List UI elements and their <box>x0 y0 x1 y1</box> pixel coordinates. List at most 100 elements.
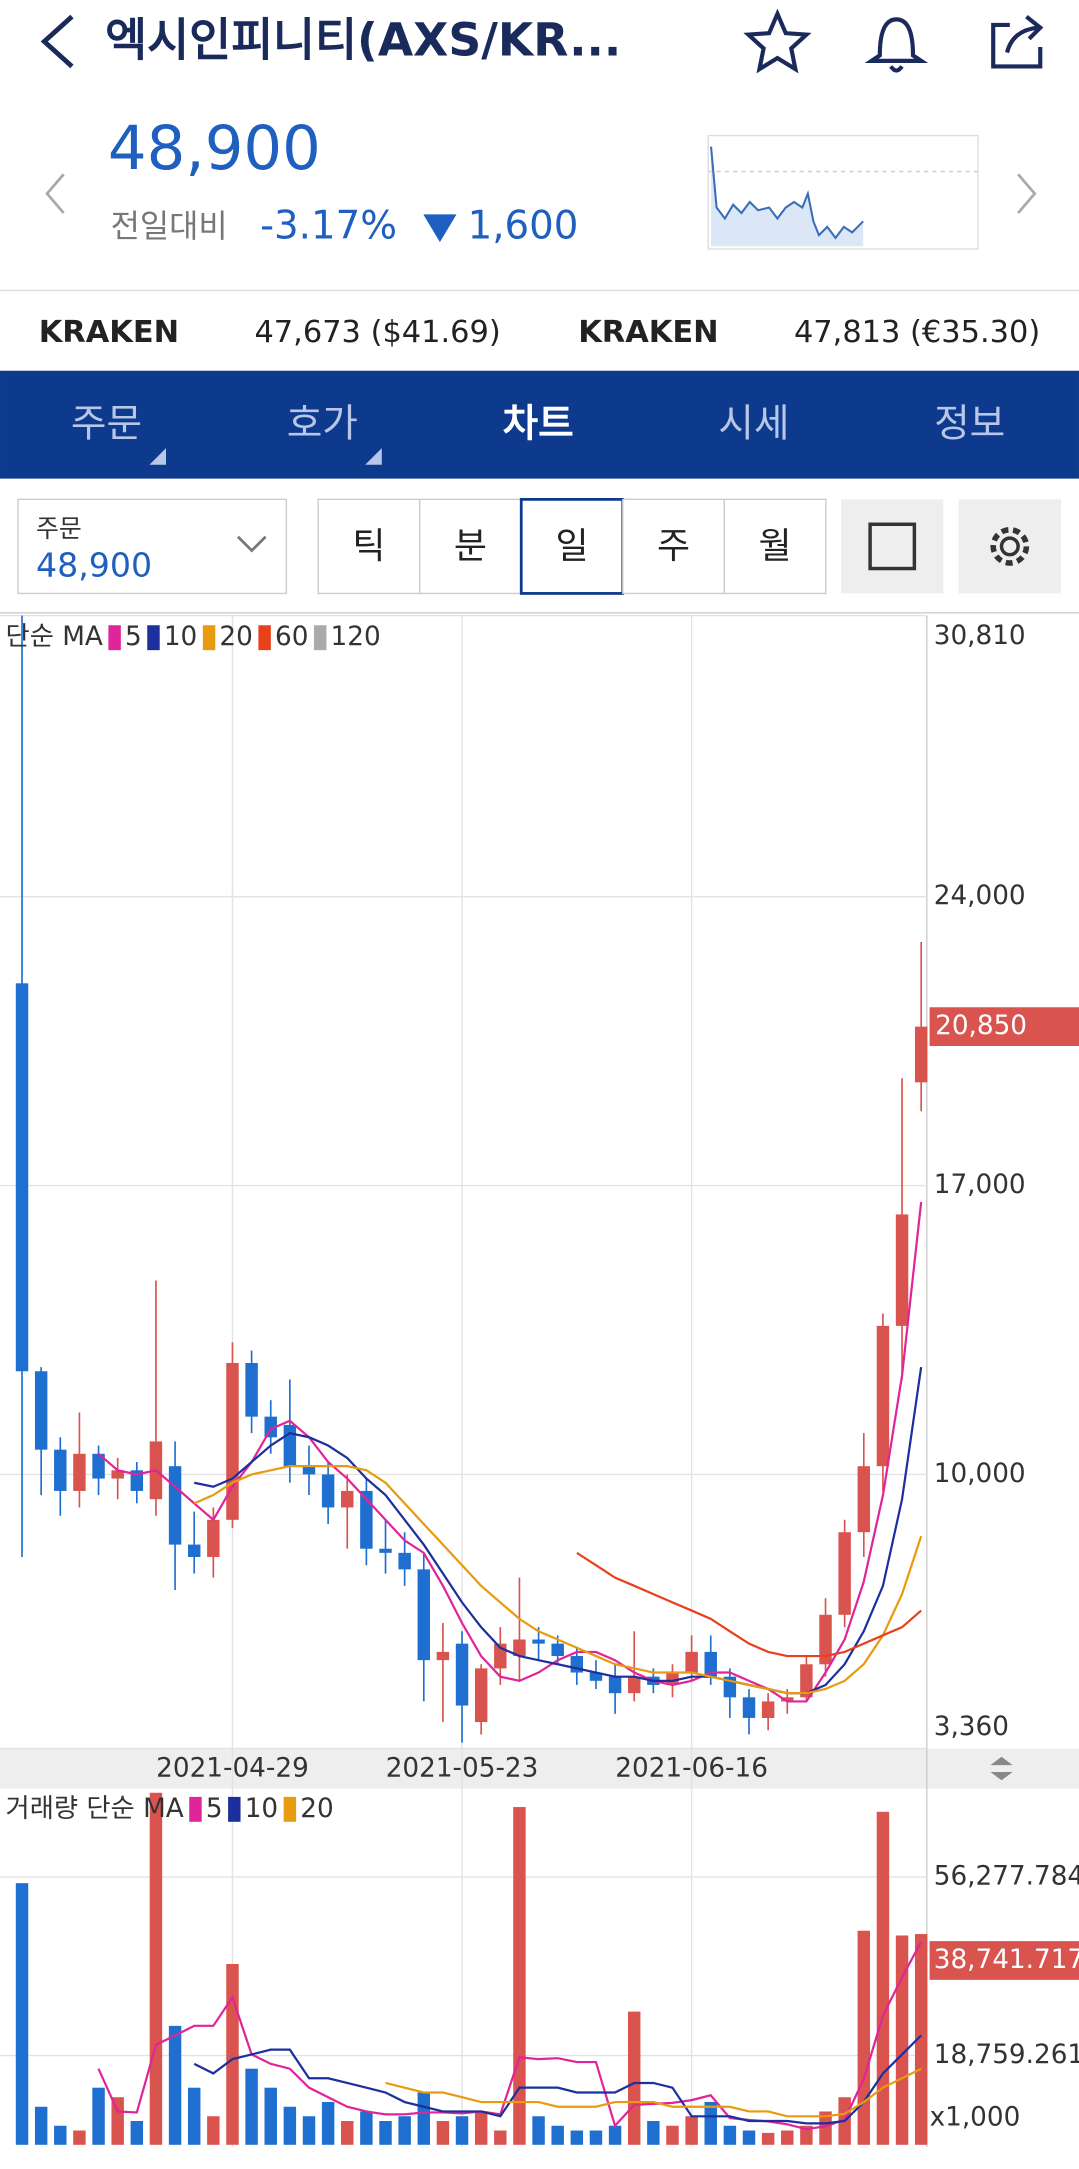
gear-teeth <box>990 527 1030 566</box>
volume-bar <box>608 2125 622 2145</box>
order-select[interactable] <box>17 498 288 595</box>
tab[interactable]: 호가 <box>287 402 358 447</box>
tab-dropdown-icon <box>365 448 382 465</box>
candle-body <box>742 1697 756 1718</box>
volume-bar <box>168 2025 182 2145</box>
volume-bar <box>685 2116 698 2145</box>
exchange-price: 47,673 ($41.69) <box>254 315 500 350</box>
toggle-icon <box>868 522 917 571</box>
volume-bar <box>589 2130 603 2145</box>
legend-label: 5 <box>125 622 142 652</box>
x-tick-label: 2021-04-29 <box>156 1754 309 1784</box>
candle-body <box>513 1639 526 1657</box>
tab[interactable]: 주문 <box>71 402 142 447</box>
period-button[interactable] <box>622 498 725 595</box>
ma-line <box>576 1551 922 1658</box>
legend-swatch <box>202 625 216 651</box>
resize-handle[interactable] <box>990 1756 1013 1781</box>
y-tick-label: 17,000 <box>934 1170 1026 1200</box>
period-button[interactable] <box>317 498 421 595</box>
current-price: 48,900 <box>108 114 321 184</box>
candle-body <box>914 1026 928 1083</box>
period-button[interactable] <box>419 498 522 595</box>
share-button[interactable] <box>991 14 1044 69</box>
coin-title: 엑시인피니티(AXS/KR... <box>105 13 621 66</box>
change-percent: -3.17% <box>260 204 397 249</box>
volume-bar <box>226 1964 239 2145</box>
gear-icon <box>999 536 1020 557</box>
tab-dropdown-icon <box>149 448 167 465</box>
ma-line <box>193 2034 922 2125</box>
back-button[interactable] <box>40 14 74 69</box>
sparkline <box>709 146 864 240</box>
y-tick-label: 56,277.784 <box>934 1862 1079 1892</box>
y-tick-label: 3,360 <box>934 1712 1009 1742</box>
legend-swatch <box>189 1796 202 1822</box>
candle-body <box>398 1552 411 1570</box>
down-arrow <box>423 214 457 243</box>
candle-body <box>474 1668 488 1723</box>
candle-body <box>704 1651 717 1677</box>
prev-button[interactable] <box>45 173 65 214</box>
volume-bar <box>379 2121 392 2145</box>
ma-line <box>193 1465 923 1695</box>
candle-body <box>895 1214 909 1326</box>
candle-body <box>417 1569 431 1661</box>
candle-body <box>34 1371 48 1450</box>
volume-bar <box>914 1934 928 2145</box>
candle-body <box>73 1453 86 1491</box>
volume-bar <box>341 2121 354 2145</box>
volume-bar <box>360 2111 373 2145</box>
legend-label: 5 <box>206 1794 223 1824</box>
volume-bar <box>857 1930 871 2145</box>
date-band <box>0 1748 1079 1789</box>
alert-button[interactable] <box>864 17 929 73</box>
candle-body <box>245 1362 258 1417</box>
volume-bar <box>436 2121 450 2145</box>
period-label: 분 <box>454 526 487 567</box>
volume-bar <box>54 2125 67 2145</box>
candle-body <box>532 1639 545 1644</box>
candle-body <box>589 1672 603 1681</box>
volume-bar <box>455 2116 469 2145</box>
volume-bar <box>130 2121 144 2145</box>
candle-body <box>551 1643 564 1657</box>
candle-body <box>207 1519 220 1557</box>
volume-bar <box>474 2111 488 2145</box>
volume-bar <box>111 2097 124 2145</box>
order-price: 48,900 <box>36 546 152 585</box>
volume-bar <box>494 2130 507 2145</box>
legend-swatch <box>147 625 160 651</box>
legend-swatch <box>313 625 327 651</box>
change-amount: 1,600 <box>468 204 579 249</box>
volume-bar <box>723 2125 737 2145</box>
volume-bar <box>819 2111 832 2145</box>
period-button[interactable] <box>519 497 625 595</box>
legend-label: 20 <box>219 622 252 652</box>
y-tick-label: 24,000 <box>934 881 1026 911</box>
settings-button[interactable] <box>958 499 1062 594</box>
unit-label: x1,000 <box>930 2102 1021 2132</box>
exchange-price: 47,813 (€35.30) <box>794 315 1040 350</box>
candle-body <box>130 1470 144 1491</box>
last-price-label: 20,850 <box>935 1011 1027 1041</box>
period-label: 틱 <box>352 526 385 567</box>
candle-body <box>455 1643 469 1706</box>
candle-body <box>15 983 29 1372</box>
ma-line <box>385 2067 922 2118</box>
last-volume-marker <box>929 1941 1079 1980</box>
favorite-button[interactable] <box>743 8 812 74</box>
tab[interactable]: 차트 <box>502 402 573 447</box>
tab[interactable]: 정보 <box>934 402 1005 447</box>
x-tick-label: 2021-05-23 <box>386 1754 539 1784</box>
toggle-button[interactable] <box>841 499 944 594</box>
exchange-name: KRAKEN <box>578 315 718 350</box>
volume-bar <box>551 2125 564 2145</box>
tab[interactable]: 시세 <box>718 402 789 447</box>
legend-label: 120 <box>331 622 381 652</box>
period-button[interactable] <box>723 498 827 595</box>
next-button[interactable] <box>1017 173 1037 214</box>
volume-bar <box>627 2011 641 2145</box>
